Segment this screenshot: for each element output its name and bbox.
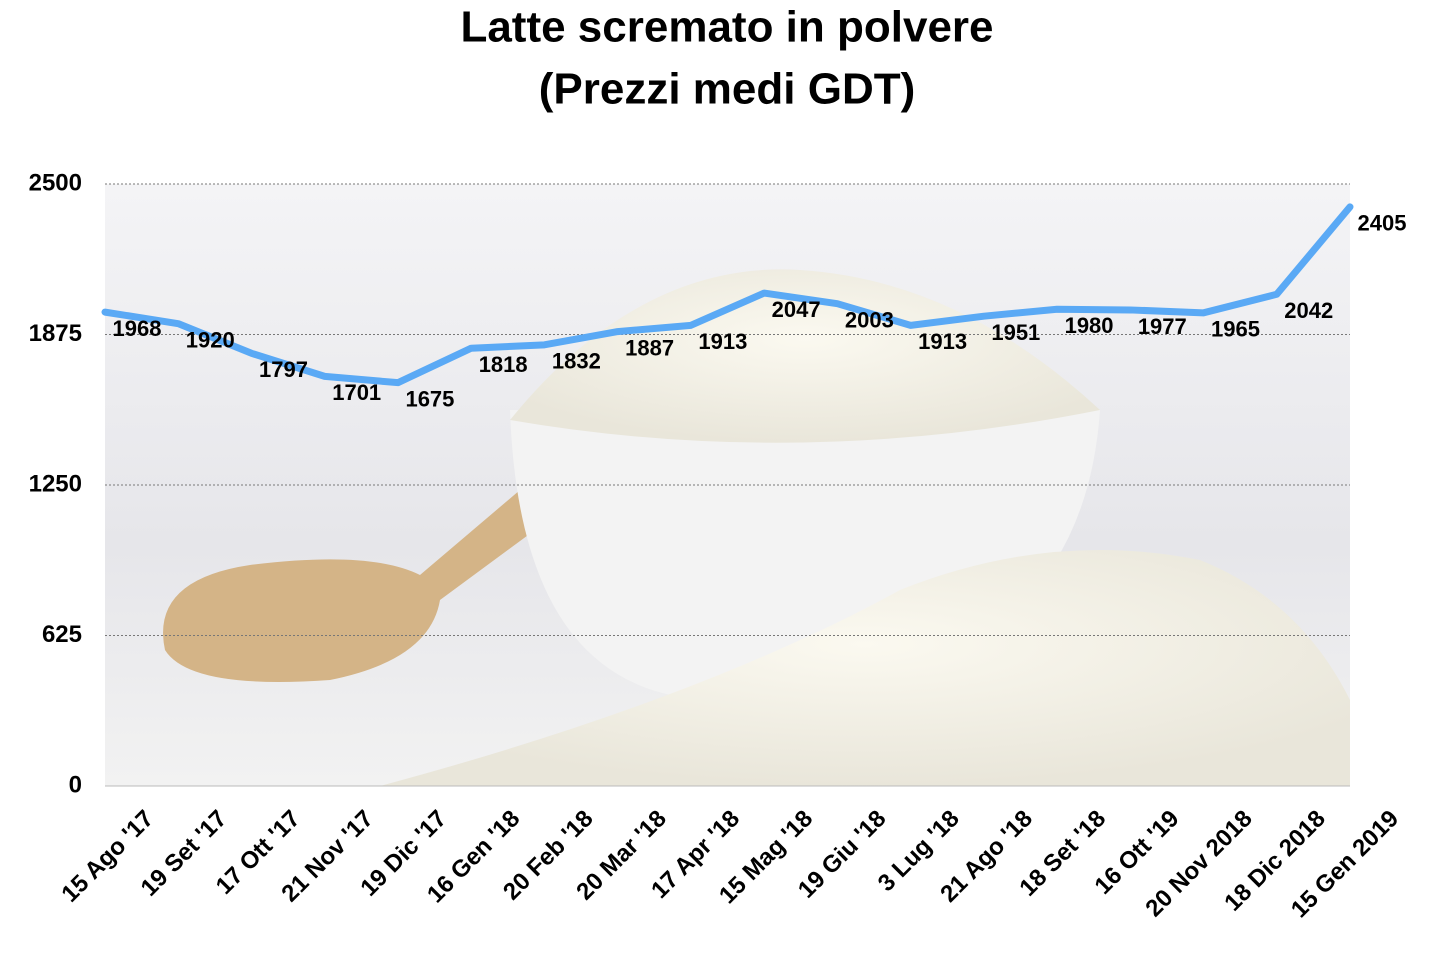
y-tick-label: 1875 — [29, 320, 82, 347]
data-label: 1913 — [698, 329, 747, 354]
y-tick-label: 2500 — [29, 169, 82, 196]
data-line — [101, 203, 1354, 387]
chart-title: Latte scremato in polvere — [460, 3, 993, 52]
data-label: 1675 — [405, 386, 454, 411]
data-label: 1980 — [1065, 313, 1114, 338]
data-label: 1913 — [918, 329, 967, 354]
y-tick-label: 625 — [42, 621, 82, 648]
data-label: 1951 — [991, 320, 1040, 345]
chart-subtitle: (Prezzi medi GDT) — [539, 65, 916, 114]
data-label: 2405 — [1358, 211, 1407, 236]
data-label: 2042 — [1284, 298, 1333, 323]
data-label: 1701 — [332, 380, 381, 405]
data-label: 1968 — [113, 316, 162, 341]
y-tick-label: 0 — [69, 771, 82, 798]
data-label: 1818 — [479, 352, 528, 377]
data-label: 2003 — [845, 307, 894, 332]
data-label: 1965 — [1211, 317, 1260, 342]
x-tick-label: 15 Ago '17 — [56, 805, 159, 908]
data-label: 1920 — [186, 327, 235, 352]
data-label: 2047 — [772, 297, 821, 322]
data-label: 1887 — [625, 335, 674, 360]
data-label: 1832 — [552, 349, 601, 374]
y-tick-label: 1250 — [29, 470, 82, 497]
background-photo — [105, 184, 1350, 786]
data-label: 1797 — [259, 357, 308, 382]
data-label: 1977 — [1138, 314, 1187, 339]
